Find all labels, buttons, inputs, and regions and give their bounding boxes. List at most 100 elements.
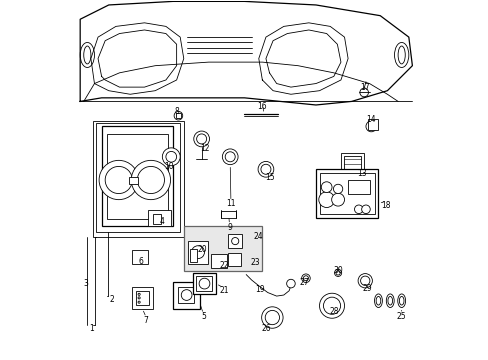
Ellipse shape (387, 296, 392, 305)
Bar (347, 180, 369, 194)
Circle shape (361, 205, 369, 213)
Text: 22: 22 (219, 261, 228, 270)
Text: 4: 4 (159, 217, 164, 226)
Circle shape (333, 184, 342, 194)
Circle shape (286, 279, 295, 288)
Circle shape (138, 301, 140, 303)
Circle shape (231, 238, 238, 245)
Text: 25: 25 (396, 312, 406, 321)
Text: 9: 9 (226, 222, 231, 231)
Text: 23: 23 (250, 258, 260, 267)
Bar (340, 153, 364, 180)
Ellipse shape (374, 294, 382, 307)
Ellipse shape (399, 296, 403, 305)
Text: 24: 24 (253, 231, 263, 240)
Circle shape (365, 121, 376, 132)
Bar (176, 113, 181, 118)
Bar (129, 177, 138, 184)
Circle shape (303, 276, 308, 281)
Circle shape (225, 152, 235, 162)
Bar (228, 234, 242, 248)
Bar (196, 276, 212, 291)
Text: 13: 13 (356, 170, 366, 179)
Text: 1: 1 (89, 324, 94, 333)
Bar (210, 254, 226, 267)
Bar (228, 253, 241, 266)
Circle shape (181, 290, 192, 300)
Text: 21: 21 (219, 285, 228, 294)
Bar (343, 157, 360, 177)
Text: 7: 7 (143, 315, 148, 324)
Bar (107, 134, 167, 219)
Bar (188, 241, 207, 264)
Circle shape (335, 271, 340, 275)
Text: 19: 19 (255, 285, 264, 294)
Circle shape (137, 166, 164, 194)
Ellipse shape (397, 294, 405, 307)
Circle shape (162, 148, 180, 166)
Circle shape (334, 269, 341, 276)
Ellipse shape (375, 296, 380, 305)
Circle shape (318, 192, 334, 207)
Text: 14: 14 (366, 116, 375, 125)
Circle shape (99, 160, 138, 200)
Text: 2: 2 (110, 295, 115, 304)
Bar (153, 213, 160, 224)
Circle shape (321, 182, 331, 193)
Text: 20: 20 (197, 245, 207, 254)
Bar (96, 123, 180, 232)
Bar (178, 287, 194, 303)
Text: 27: 27 (299, 278, 309, 287)
Bar (173, 282, 200, 309)
Text: 16: 16 (257, 102, 266, 111)
Circle shape (301, 274, 309, 283)
Circle shape (319, 293, 344, 318)
Circle shape (138, 293, 140, 296)
Bar (190, 249, 197, 262)
Bar (102, 126, 173, 226)
Bar (319, 173, 374, 214)
Bar (148, 210, 171, 226)
Bar (367, 119, 378, 130)
Text: 17: 17 (359, 83, 369, 92)
Bar (221, 211, 235, 217)
Circle shape (191, 246, 204, 258)
Ellipse shape (397, 46, 405, 64)
Circle shape (196, 134, 206, 144)
Circle shape (258, 161, 273, 177)
Circle shape (261, 164, 270, 174)
Text: 11: 11 (226, 199, 235, 208)
Text: 8: 8 (174, 107, 179, 116)
Circle shape (105, 166, 132, 194)
Circle shape (331, 193, 344, 206)
Text: 15: 15 (265, 173, 274, 182)
Ellipse shape (386, 294, 393, 307)
Circle shape (193, 131, 209, 147)
Bar (183, 226, 262, 271)
Circle shape (360, 276, 369, 285)
Circle shape (323, 297, 340, 314)
Text: 12: 12 (199, 144, 209, 153)
Text: 5: 5 (201, 312, 205, 321)
Text: 6: 6 (138, 257, 143, 266)
Circle shape (359, 88, 367, 97)
Circle shape (261, 307, 283, 328)
Bar (315, 169, 378, 217)
Text: 18: 18 (381, 201, 390, 210)
Text: 29: 29 (362, 284, 371, 293)
Bar (192, 273, 216, 294)
Text: 3: 3 (83, 279, 88, 288)
Circle shape (131, 160, 170, 200)
Text: 28: 28 (329, 307, 339, 316)
Circle shape (138, 297, 140, 299)
Text: 30: 30 (332, 266, 342, 275)
Circle shape (165, 152, 176, 162)
Circle shape (357, 274, 372, 288)
Bar (135, 292, 149, 305)
Ellipse shape (394, 42, 408, 67)
Text: 26: 26 (261, 324, 270, 333)
Text: 10: 10 (164, 162, 174, 171)
Ellipse shape (80, 42, 94, 67)
Circle shape (354, 205, 363, 213)
Bar (132, 250, 148, 264)
